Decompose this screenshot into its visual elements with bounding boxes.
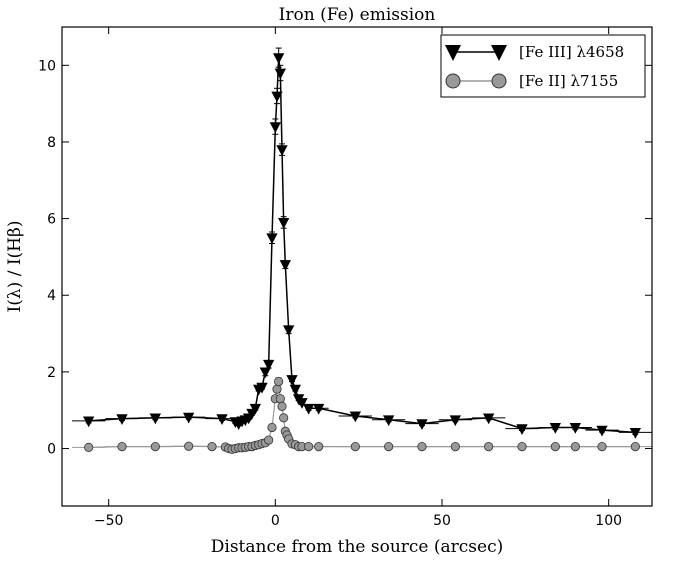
legend-label: [Fe III] λ4658: [519, 43, 624, 61]
data-point: [550, 442, 560, 452]
data-point: [184, 441, 194, 451]
plot-frame: [61, 26, 653, 507]
y-tick-label: 6: [47, 212, 56, 228]
data-point: [286, 375, 298, 386]
data-point: [274, 376, 284, 387]
data-point: [263, 359, 275, 371]
data-point: [549, 423, 561, 434]
data-point: [279, 260, 291, 271]
data-point: [259, 367, 271, 379]
data-point: [483, 413, 495, 425]
data-point: [383, 415, 395, 427]
data-point: [517, 442, 527, 452]
data-point: [516, 424, 528, 435]
data-point: [484, 442, 494, 452]
data-point: [276, 145, 288, 156]
series-line: [88, 381, 636, 450]
data-point: [149, 413, 161, 425]
data-point: [271, 91, 283, 103]
series-fe-ii: [72, 376, 652, 454]
data-point: [266, 233, 278, 245]
y-axis-title: I(λ) / I(Hβ): [5, 221, 25, 313]
data-point: [267, 422, 277, 433]
data-point: [117, 442, 127, 452]
data-point: [304, 442, 314, 452]
data-point: [273, 53, 285, 65]
axis-ticks: −50 0 50 100 0 2 4 6 8 10: [38, 27, 652, 529]
data-point: [283, 325, 295, 337]
x-tick-label: −50: [94, 513, 124, 529]
data-point: [84, 442, 94, 452]
x-tick-label: 0: [271, 513, 280, 529]
data-point: [207, 442, 217, 452]
data-point: [629, 428, 641, 439]
data-point: [269, 122, 281, 133]
data-point: [384, 442, 394, 452]
data-point: [277, 401, 287, 411]
y-tick-label: 8: [47, 135, 56, 151]
data-point: [249, 403, 261, 415]
data-point: [296, 398, 308, 409]
data-point: [272, 384, 282, 394]
data-point: [416, 419, 428, 430]
data-point: [569, 423, 581, 434]
plot-area: [72, 47, 652, 454]
x-tick-label: 100: [595, 513, 622, 529]
legend-marker: [491, 73, 507, 89]
y-tick-label: 0: [47, 442, 56, 458]
data-point: [116, 414, 128, 425]
data-point: [256, 382, 268, 394]
data-point: [596, 425, 608, 437]
data-point: [83, 416, 95, 428]
data-point: [570, 442, 580, 452]
legend-marker: [445, 45, 461, 61]
data-point: [450, 442, 460, 452]
data-point: [275, 394, 285, 404]
data-point: [314, 442, 324, 452]
legend-label: [Fe II] λ7155: [519, 72, 618, 90]
data-point: [417, 442, 427, 452]
x-tick-label: 50: [433, 513, 451, 529]
legend-marker: [445, 73, 461, 89]
data-point: [183, 412, 195, 424]
data-point: [597, 442, 607, 452]
data-point: [278, 218, 290, 229]
data-point: [264, 435, 274, 445]
y-tick-label: 4: [47, 288, 56, 304]
data-point: [449, 415, 461, 427]
data-point: [150, 442, 160, 452]
y-tick-label: 10: [38, 58, 56, 74]
data-point: [630, 442, 640, 452]
series-fe-iii: [72, 47, 652, 439]
data-point: [303, 403, 315, 415]
data-point: [216, 414, 228, 425]
legend-marker: [491, 45, 507, 61]
series-line: [88, 57, 636, 434]
data-point: [313, 403, 325, 415]
data-point: [289, 384, 301, 396]
y-tick-label: 2: [47, 365, 56, 381]
data-point: [349, 411, 361, 423]
legend: [Fe III] λ4658 [Fe II] λ7155: [440, 34, 646, 98]
x-axis-title: Distance from the source (arcsec): [211, 537, 504, 557]
data-point: [350, 442, 360, 452]
data-point: [274, 68, 286, 80]
data-point: [279, 413, 289, 423]
chart-title: Iron (Fe) emission: [279, 5, 436, 25]
legend-box: [440, 34, 646, 98]
